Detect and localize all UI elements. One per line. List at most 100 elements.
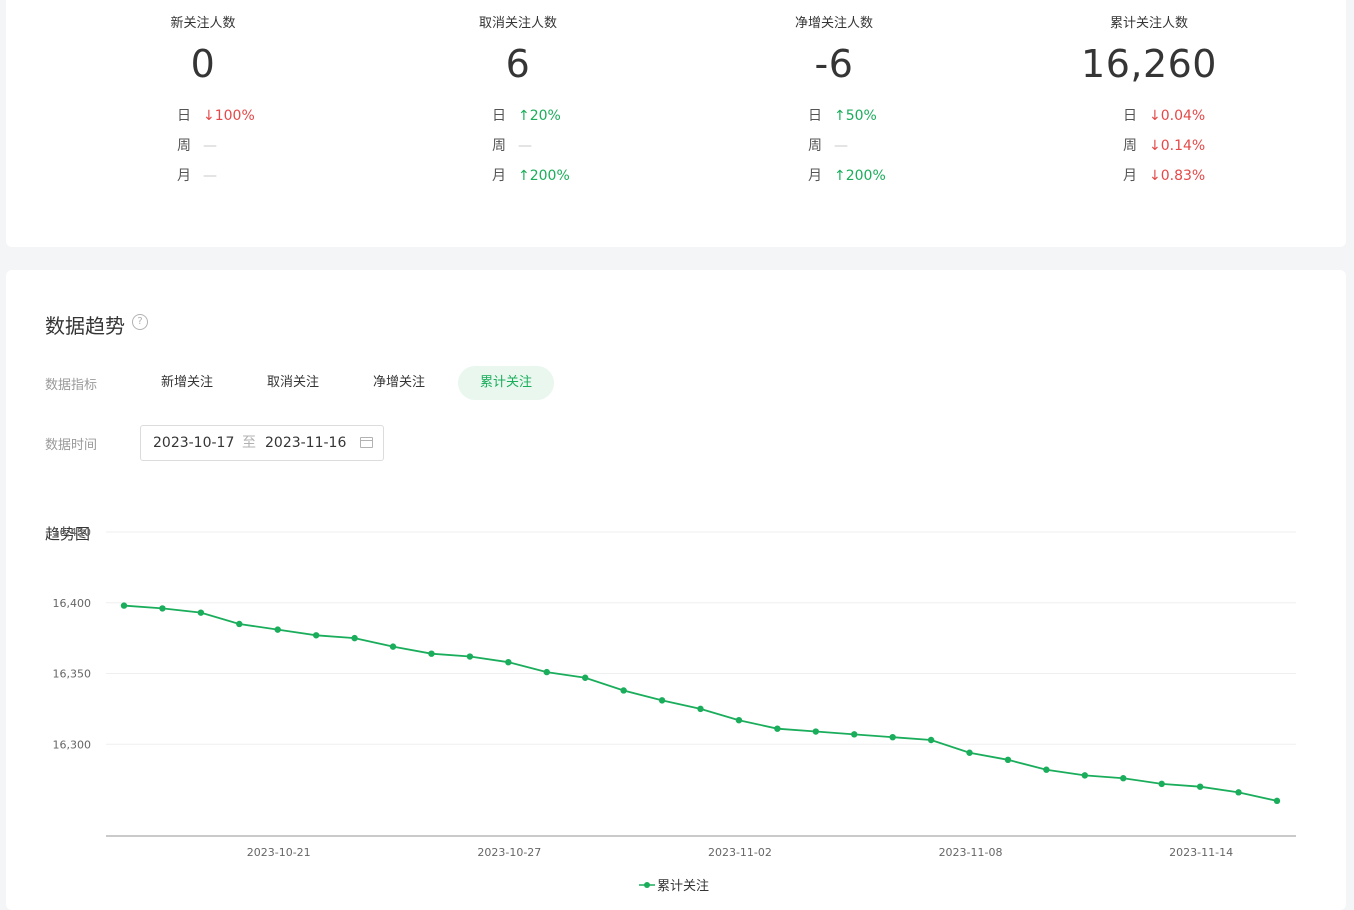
- metric-row-label: 数据指标: [45, 378, 98, 393]
- data-point: [274, 626, 281, 633]
- data-point: [466, 653, 474, 660]
- data-point: [389, 643, 397, 650]
- stat-column: 新关注人数 0 日 ↓100% 周 — 月 —: [73, 0, 333, 230]
- stat-column: 净增关注人数 -6 日 ↑50% 周 — 月 ↑200%: [704, 0, 964, 230]
- stat-compare-row: 周 —: [492, 136, 532, 156]
- stat-compare-label: 周: [808, 138, 822, 154]
- data-point: [505, 658, 512, 666]
- stat-compare-label: 月: [492, 168, 506, 184]
- stat-compare-row: 月 ↑200%: [808, 166, 886, 186]
- data-point: [889, 733, 896, 741]
- chart-heading: 趋势图: [45, 525, 91, 543]
- stat-compare-row: 日 ↓0.04%: [1123, 106, 1205, 126]
- x-tick-label: 2023-11-14: [1169, 846, 1233, 859]
- stat-compare-value: ↓0.04%: [1149, 108, 1206, 124]
- stat-compare-label: 周: [177, 138, 191, 154]
- date-end[interactable]: 2023-11-16: [265, 435, 347, 451]
- stat-value: 0: [190, 42, 216, 86]
- stat-column: 取消关注人数 6 日 ↑20% 周 — 月 ↑200%: [388, 0, 648, 230]
- x-tick-label: 2023-11-08: [939, 846, 1003, 859]
- stat-compare-label: 周: [492, 138, 506, 154]
- date-start[interactable]: 2023-10-17: [153, 435, 235, 451]
- metric-tab-net[interactable]: 净增关注: [372, 375, 425, 390]
- data-point: [120, 602, 128, 609]
- stat-compare-value: ↑200%: [834, 168, 886, 184]
- data-point: [428, 650, 435, 657]
- data-point: [1158, 780, 1165, 788]
- date-separator: 至: [242, 435, 256, 451]
- data-point: [1235, 789, 1242, 796]
- stat-compare-value: —: [518, 138, 532, 154]
- stat-compare-value: ↑200%: [518, 168, 570, 184]
- legend-label: 累计关注: [657, 879, 709, 894]
- stat-value: -6: [814, 42, 854, 86]
- stat-compare-label: 月: [808, 168, 822, 184]
- data-point: [159, 605, 166, 612]
- x-tick-label: 2023-10-21: [247, 846, 311, 859]
- y-tick-label: 16,450: [53, 526, 92, 539]
- stat-compare-value: ↓100%: [203, 108, 255, 124]
- stat-compare-row: 日 ↑50%: [808, 106, 877, 126]
- data-point: [351, 634, 358, 642]
- stat-compare-row: 月 ↑200%: [492, 166, 570, 186]
- stat-compare-value: ↑20%: [518, 108, 561, 124]
- y-tick-label: 16,300: [53, 738, 92, 751]
- data-point: [966, 749, 973, 756]
- data-point: [1081, 772, 1089, 779]
- question-circle-icon[interactable]: ?: [132, 314, 148, 330]
- calendar-icon[interactable]: [360, 437, 373, 448]
- stat-compare-label: 日: [1123, 108, 1137, 124]
- stat-value: 6: [505, 42, 531, 86]
- data-point: [812, 728, 819, 735]
- stat-title: 新关注人数: [170, 16, 236, 31]
- data-point: [1004, 756, 1012, 764]
- data-point: [197, 609, 205, 616]
- stat-compare-label: 日: [492, 108, 506, 124]
- trend-chart: 16,300 16,350 16,400 16,450 2023-10-21 2023-1…: [53, 526, 1296, 894]
- stat-compare-row: 日 ↓100%: [177, 106, 255, 126]
- section-title: 数据趋势: [45, 314, 125, 338]
- data-point: [697, 705, 704, 713]
- data-point: [735, 716, 743, 724]
- stat-compare-label: 周: [1123, 138, 1137, 154]
- data-point: [543, 668, 550, 676]
- data-point: [774, 725, 781, 732]
- data-point: [927, 736, 935, 744]
- data-point: [658, 697, 666, 704]
- stat-compare-label: 月: [177, 168, 191, 184]
- data-point: [1196, 783, 1204, 790]
- data-point: [1120, 775, 1127, 782]
- data-point: [620, 687, 627, 694]
- date-range-picker[interactable]: 2023-10-17 至 2023-11-16: [140, 425, 384, 461]
- x-tick-label: 2023-10-27: [477, 846, 541, 859]
- stat-compare-value: ↓0.14%: [1149, 138, 1206, 154]
- legend-marker: [644, 882, 650, 888]
- stat-compare-value: ↓0.83%: [1149, 168, 1206, 184]
- stat-compare-label: 日: [177, 108, 191, 124]
- data-point: [312, 632, 320, 639]
- stat-compare-row: 周 ↓0.14%: [1123, 136, 1205, 156]
- metric-tab-new[interactable]: 新增关注: [160, 375, 213, 390]
- data-point: [1043, 766, 1050, 773]
- stat-compare-label: 月: [1123, 168, 1137, 184]
- x-tick-label: 2023-11-02: [708, 846, 772, 859]
- trend-card: 数据趋势 ? 数据指标 新增关注 取消关注 净增关注 累计关注 数据时间 202…: [6, 270, 1346, 910]
- series-line: [123, 604, 1278, 802]
- metric-tab-cumulative[interactable]: 累计关注: [458, 366, 554, 400]
- metric-tab-cancel[interactable]: 取消关注: [266, 375, 319, 390]
- stat-compare-value: —: [203, 168, 217, 184]
- stats-overview-card: 新关注人数 0 日 ↓100% 周 — 月 — 取消关注人数 6 日 ↑20% 周 — 月 ↑200% 净增关注…: [6, 0, 1346, 247]
- stat-compare-label: 日: [808, 108, 822, 124]
- data-point: [582, 674, 589, 681]
- y-tick-label: 16,400: [53, 597, 92, 610]
- stat-column: 累计关注人数 16,260 日 ↓0.04% 周 ↓0.14% 月 ↓0.83%: [1019, 0, 1279, 230]
- stat-compare-row: 月 —: [177, 166, 217, 186]
- stat-compare-row: 日 ↑20%: [492, 106, 561, 126]
- stat-compare-row: 周 —: [808, 136, 848, 156]
- y-tick-label: 16,350: [53, 668, 92, 681]
- stat-compare-value: —: [203, 138, 217, 154]
- time-row-label: 数据时间: [45, 438, 98, 453]
- stat-compare-value: ↑50%: [834, 108, 877, 124]
- stat-value: 16,260: [1081, 42, 1217, 86]
- stat-compare-row: 周 —: [177, 136, 217, 156]
